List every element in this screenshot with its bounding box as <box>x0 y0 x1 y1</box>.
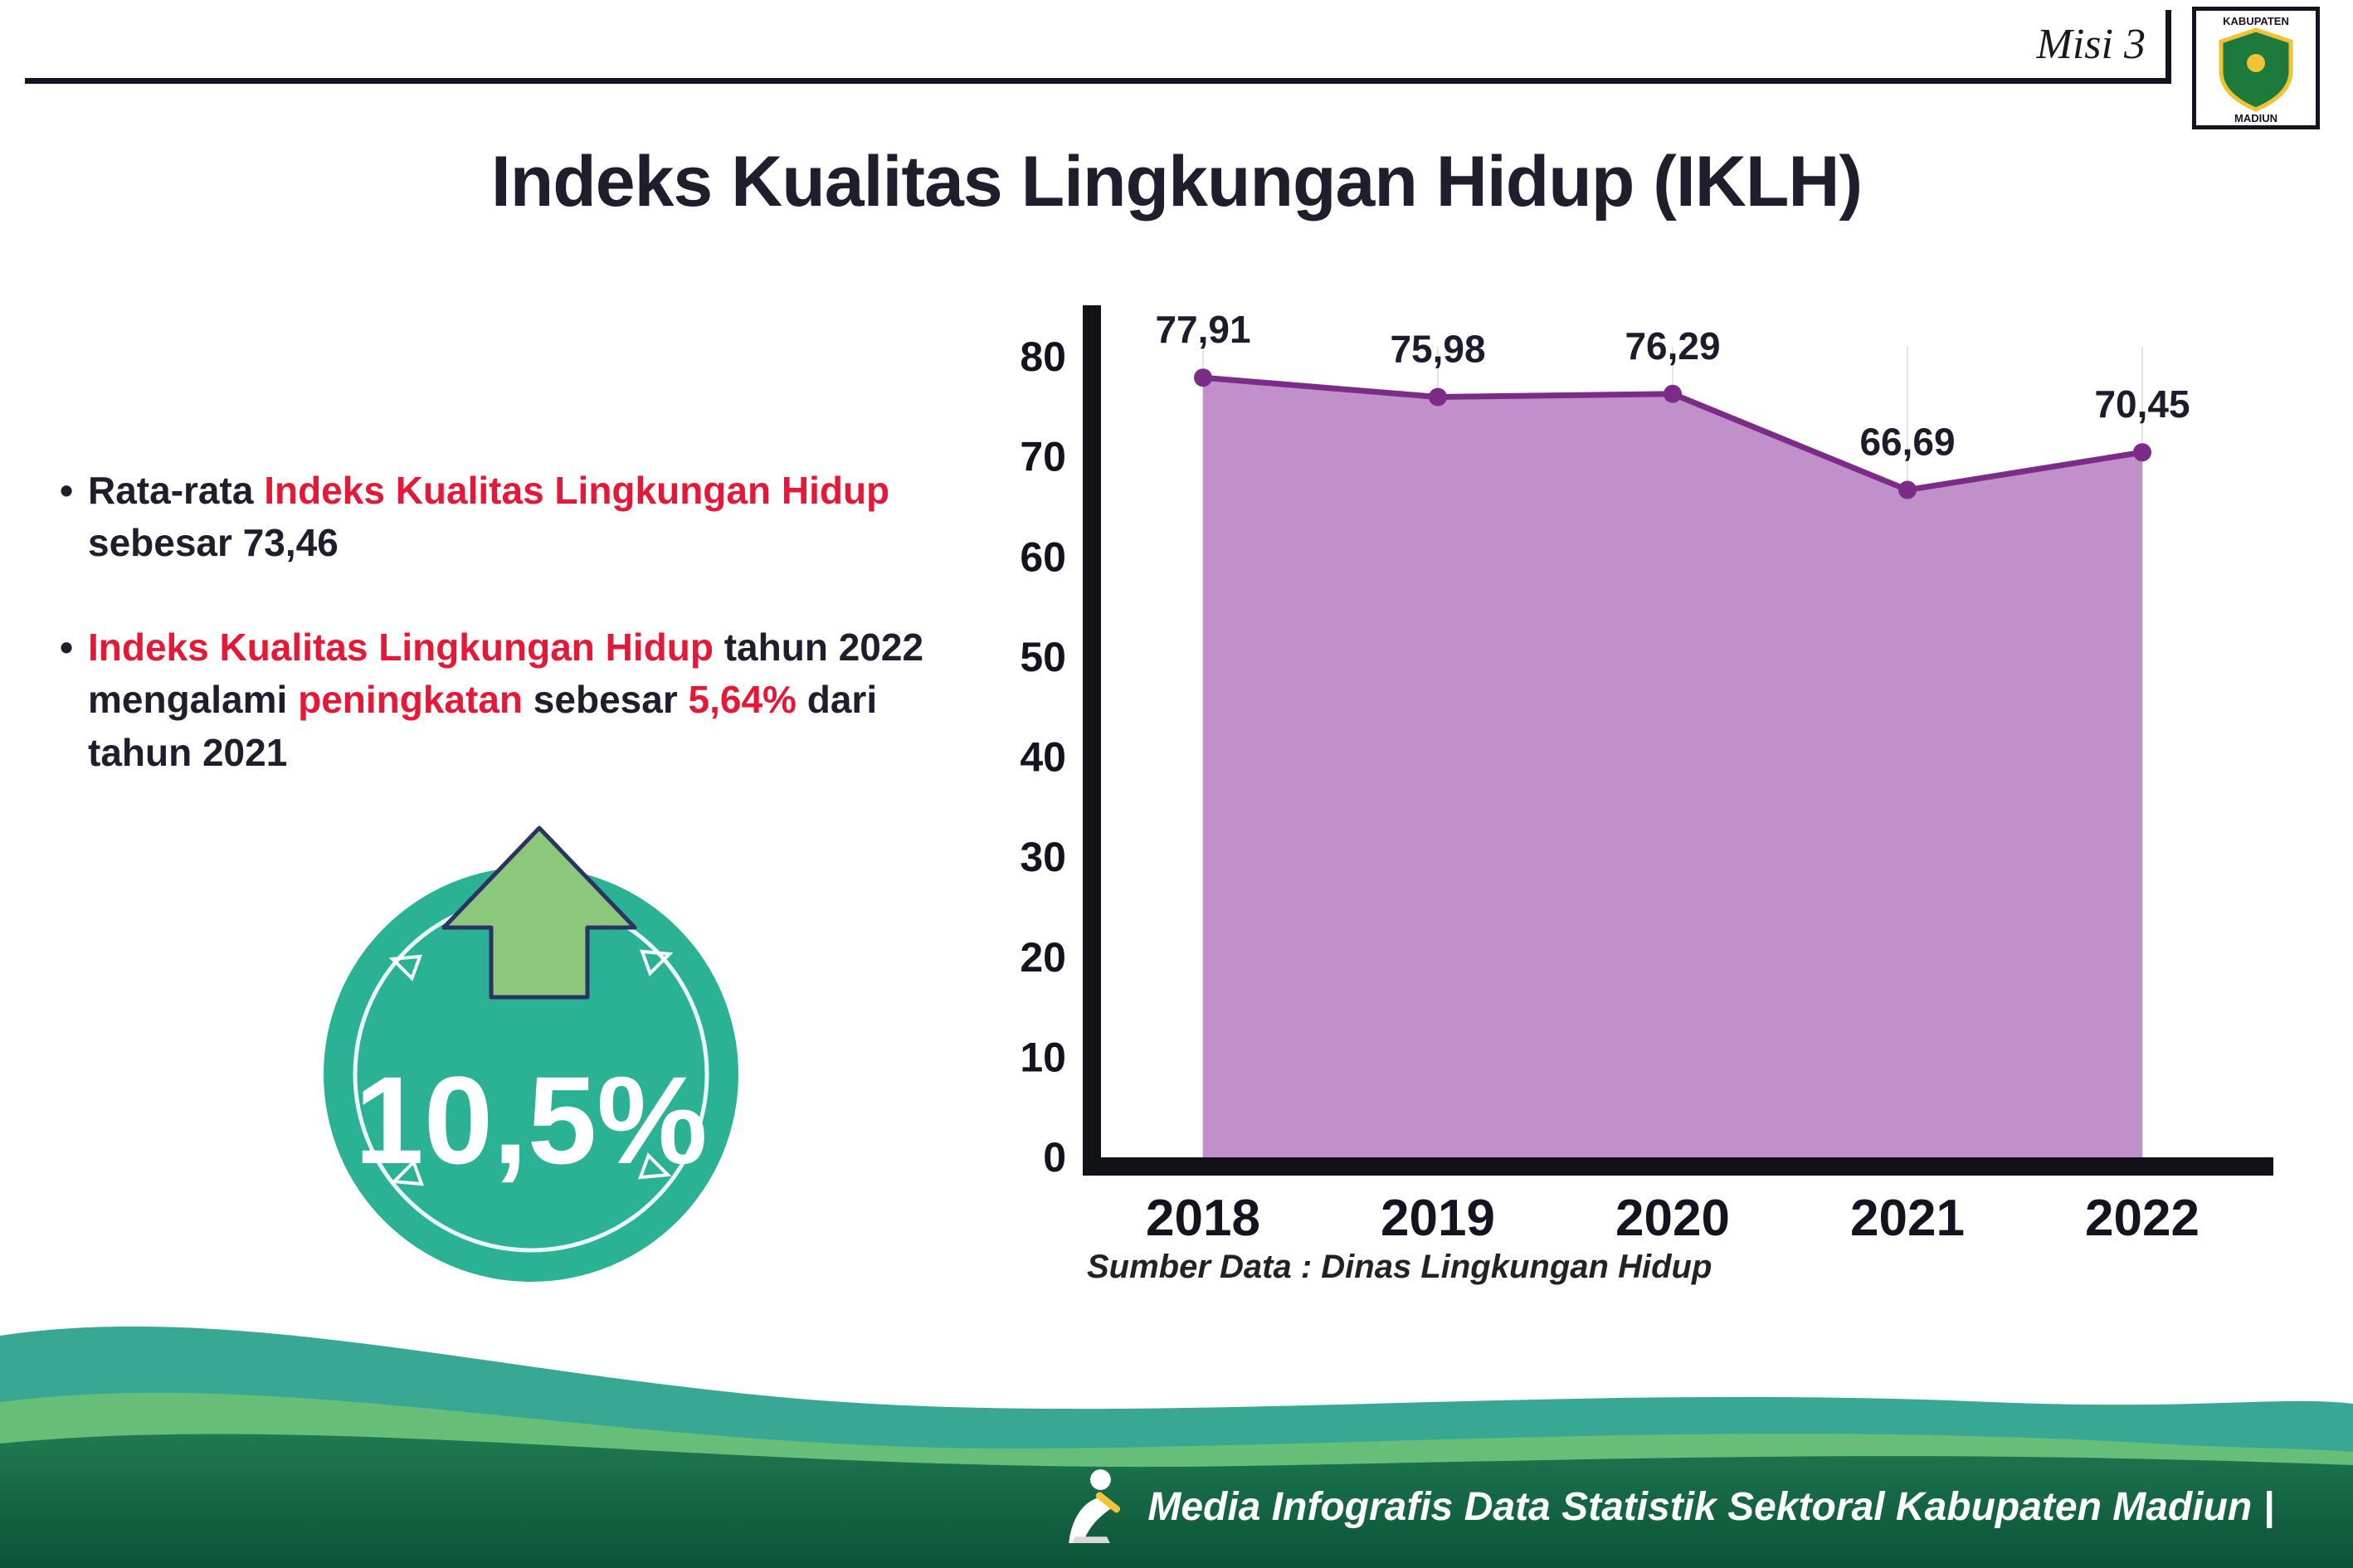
x-tick-label: 2019 <box>1381 1190 1495 1247</box>
footer-credit: Media Infografis Data Statistik Sektoral… <box>1055 1467 2274 1546</box>
data-point <box>1429 387 1447 407</box>
x-tick-label: 2022 <box>2085 1190 2200 1247</box>
mascot-icon <box>1069 1469 1121 1543</box>
x-tick-label: 2021 <box>1850 1190 1965 1247</box>
value-label: 76,29 <box>1625 324 1720 368</box>
value-label: 66,69 <box>1859 421 1955 464</box>
bullet-text-segment: 5,64% <box>688 678 797 722</box>
header-divider <box>25 78 2165 84</box>
bullet-text-segment: Indeks Kualitas Lingkungan Hidup <box>264 469 890 512</box>
bullet-text-segment: tahun 2022 mengalami <box>88 625 924 722</box>
x-axis <box>1083 1157 2273 1176</box>
value-label: 70,45 <box>2094 382 2190 426</box>
bullet-text-segment: sebesar 73,46 <box>88 521 339 565</box>
logo-text-bottom: MADIUN <box>2234 112 2277 124</box>
y-tick-label: 10 <box>1020 1034 1066 1080</box>
y-axis <box>1083 305 1101 1176</box>
bullet-item-increase: Indeks Kualitas Lingkungan Hidup tahun 2… <box>60 621 956 779</box>
chart-canvas: 77,91 75,98 76,29 66,69 70,45 0 10 20 30 40 50 60 70… <box>1020 305 2273 1247</box>
bullet-text-segment: Indeks Kualitas Lingkungan Hidup <box>88 625 714 669</box>
value-label: 77,91 <box>1155 308 1250 351</box>
increase-badge: 10,5% <box>324 825 738 1282</box>
y-tick-label: 60 <box>1020 533 1066 580</box>
wave-dark <box>0 1434 2353 1568</box>
badge-circle <box>324 867 738 1282</box>
up-arrow-icon <box>441 825 637 1000</box>
data-point <box>1194 368 1212 387</box>
badge-decor-triangles <box>388 949 674 1186</box>
footer-waves <box>0 1326 2353 1568</box>
bullet-text-segment: Rata-rata <box>88 469 265 512</box>
y-tick-label: 70 <box>1020 434 1066 480</box>
y-tick-label: 40 <box>1020 734 1066 781</box>
shield-emblem <box>2247 54 2265 72</box>
iklh-area-chart: 77,91 75,98 76,29 66,69 70,45 0 10 20 30 40 50 60 70… <box>938 274 2331 1340</box>
y-tick-label: 20 <box>1020 934 1066 981</box>
bullet-text-segment: peningkatan <box>298 678 524 722</box>
crest-icon: KABUPATEN MADIUN <box>2219 15 2293 124</box>
bullet-text-segment: sebesar <box>523 678 689 722</box>
chart-source: Sumber Data : Dinas Lingkungan Hidup <box>1087 1249 1712 1285</box>
data-point <box>1898 480 1917 499</box>
y-tick-label: 50 <box>1020 634 1066 680</box>
data-point <box>2133 443 2151 462</box>
summary-bullet-list: Rata-rata Indeks Kualitas Lingkungan Hid… <box>60 465 956 830</box>
area-fill <box>1203 377 2142 1157</box>
logo-text-top: KABUPATEN <box>2223 15 2289 27</box>
x-tick-label: 2018 <box>1146 1190 1260 1247</box>
misi-label: Misi 3 <box>2036 21 2146 68</box>
bullet-text-segment: dari tahun 2021 <box>88 678 878 774</box>
page-title: Indeks Kualitas Lingkungan Hidup (IKLH) <box>490 141 1863 222</box>
badge-value: 10,5% <box>354 1050 707 1190</box>
bullet-item-average: Rata-rata Indeks Kualitas Lingkungan Hid… <box>60 465 956 570</box>
y-tick-label: 30 <box>1020 834 1066 880</box>
kabupaten-madiun-logo: KABUPATEN MADIUN <box>2192 7 2320 129</box>
value-label: 75,98 <box>1390 327 1485 370</box>
footer-text: Media Infografis Data Statistik Sektoral… <box>1147 1484 2274 1529</box>
data-point <box>1664 384 1682 403</box>
y-tick-label: 80 <box>1020 334 1066 380</box>
header-divider-step <box>2165 10 2171 84</box>
y-tick-label: 0 <box>1043 1134 1066 1181</box>
x-tick-label: 2020 <box>1615 1190 1730 1247</box>
